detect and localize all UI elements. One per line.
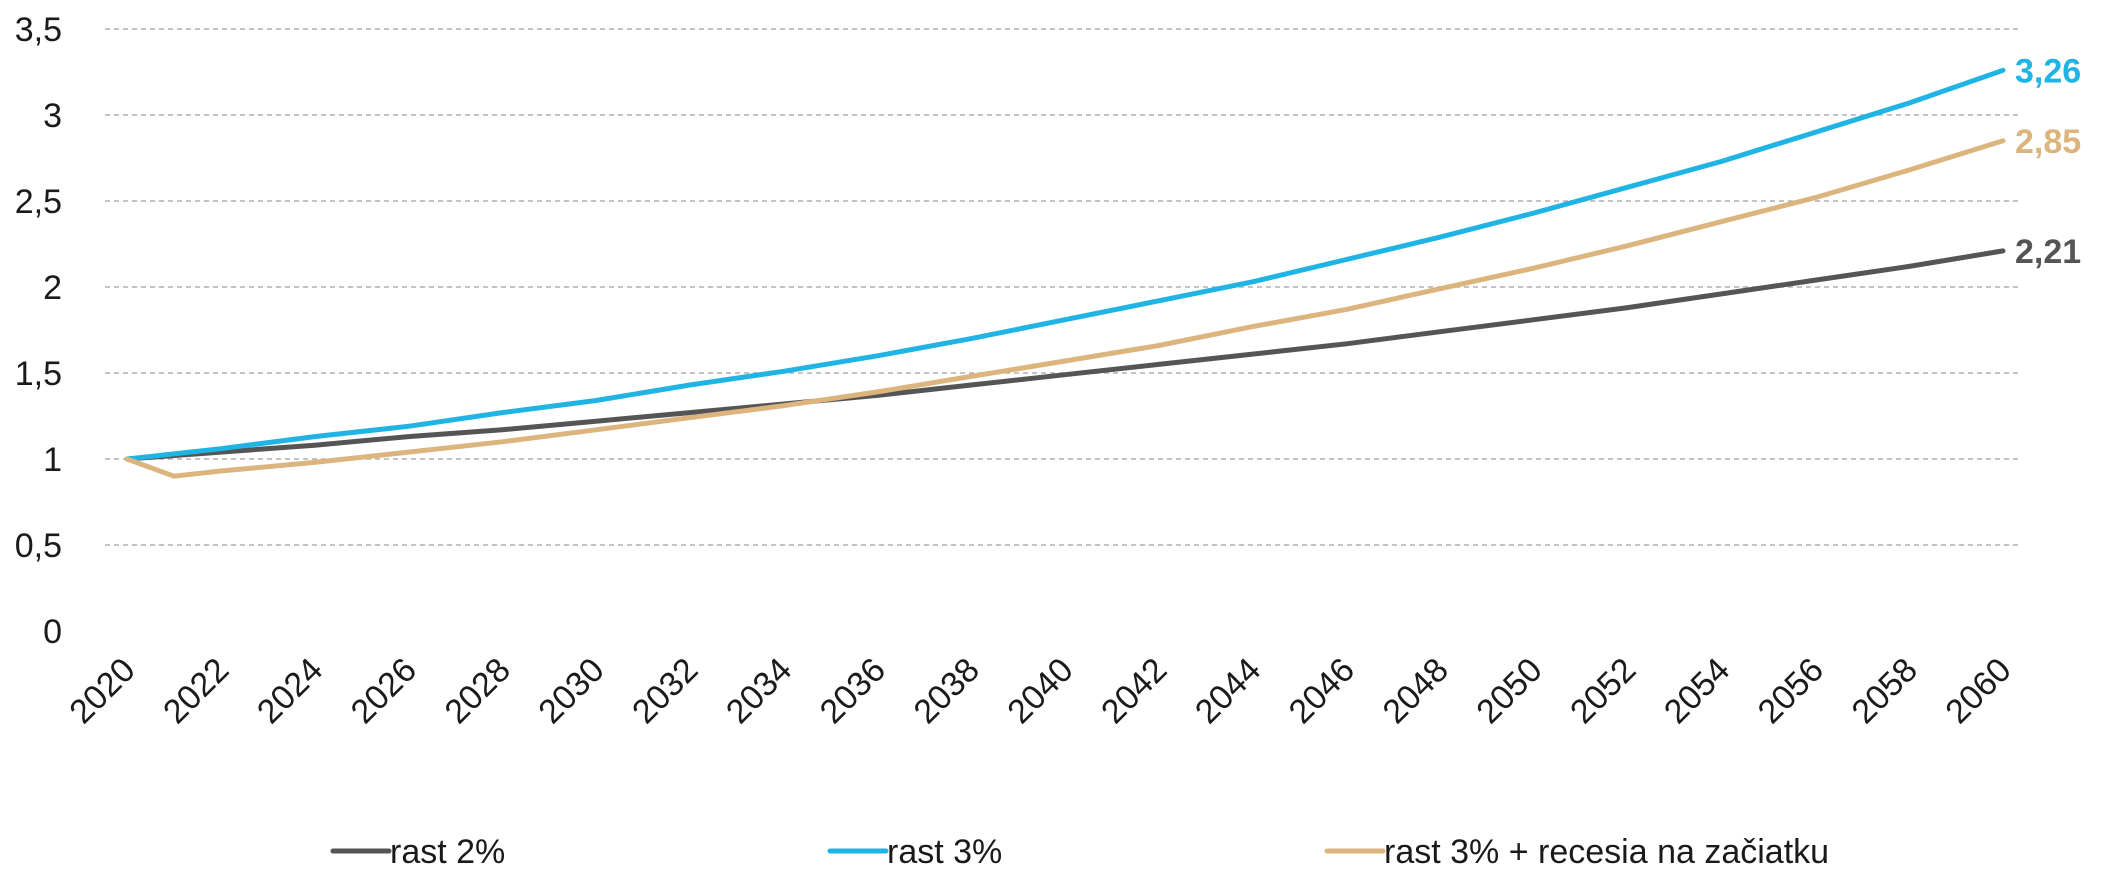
x-tick-label: 2026 <box>344 651 424 731</box>
x-tick-label: 2022 <box>156 651 236 731</box>
x-tick-label: 2052 <box>1563 651 1643 731</box>
y-tick-label: 3,5 <box>15 11 62 49</box>
y-tick-label: 1,5 <box>15 355 62 393</box>
y-tick-label: 0 <box>43 613 62 651</box>
end-label-rast-3: 3,26 <box>2015 52 2081 90</box>
x-tick-label: 2040 <box>1000 651 1080 731</box>
y-tick-label: 3 <box>43 97 62 135</box>
x-axis-ticks: 2020 2022 2024 2026 2028 2030 2032 2034 2036 2038… <box>62 651 2018 731</box>
end-label-rast-2: 2,21 <box>2015 233 2081 271</box>
y-tick-label: 0,5 <box>15 527 62 565</box>
x-tick-label: 2038 <box>907 651 987 731</box>
x-tick-label: 2056 <box>1751 651 1831 731</box>
x-tick-label: 2024 <box>250 651 330 731</box>
y-tick-label: 2 <box>43 269 62 307</box>
legend-label: rast 3% <box>887 833 1002 867</box>
legend-label: rast 3% + recesia na začiatku <box>1384 833 1829 867</box>
series-line-rast-3 <box>124 67 2006 462</box>
x-tick-label: 2060 <box>1938 651 2018 731</box>
x-tick-label: 2028 <box>438 651 518 731</box>
x-tick-label: 2042 <box>1094 651 1174 731</box>
x-tick-label: 2020 <box>62 651 142 731</box>
x-tick-label: 2058 <box>1845 651 1925 731</box>
x-tick-label: 2044 <box>1188 651 1268 731</box>
x-tick-label: 2032 <box>625 651 705 731</box>
y-axis-ticks: 0 0,5 1 1,5 2 2,5 3 3,5 <box>15 11 62 651</box>
series-lines <box>124 67 2006 479</box>
x-tick-label: 2048 <box>1376 651 1456 731</box>
legend: rast 2% rast 3% rast 3% + recesia na začia… <box>330 833 1829 871</box>
series-line-rast-2 <box>124 248 2006 462</box>
x-tick-label: 2030 <box>531 651 611 731</box>
grid-lines <box>105 28 2020 546</box>
end-labels: 2,21 3,26 2,85 <box>2015 52 2081 271</box>
end-label-rast-3-recesia-na-za-iatku: 2,85 <box>2015 123 2081 161</box>
x-tick-label: 2036 <box>813 651 893 731</box>
legend-label: rast 2% <box>390 833 505 867</box>
x-tick-label: 2054 <box>1657 651 1737 731</box>
x-tick-label: 2050 <box>1469 651 1549 731</box>
series-line-rast-3-recesia-na-za-iatku <box>124 138 2006 479</box>
x-tick-label: 2046 <box>1282 651 1362 731</box>
x-tick-label: 2034 <box>719 651 799 731</box>
y-tick-label: 1 <box>43 441 62 479</box>
y-tick-label: 2,5 <box>15 183 62 221</box>
